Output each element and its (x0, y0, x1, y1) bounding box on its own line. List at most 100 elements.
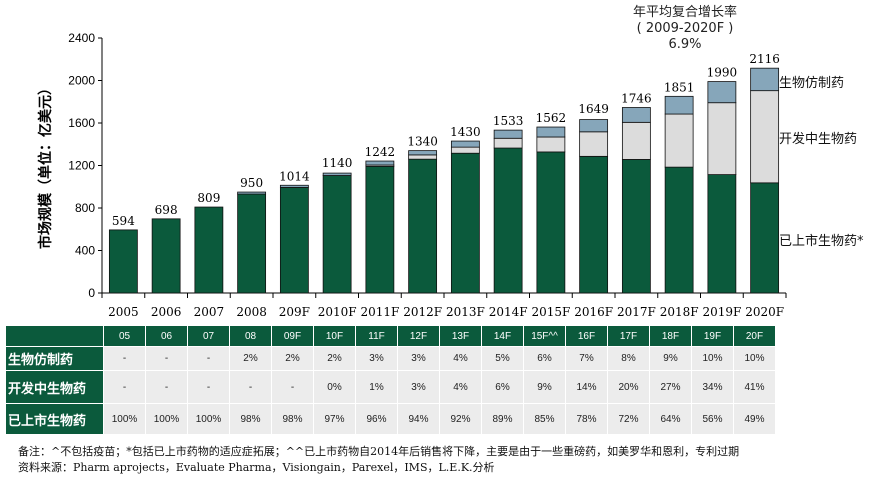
x-tick-label: 2005 (108, 305, 139, 319)
bar-segment-0 (237, 193, 267, 294)
x-tick-label: 2019F (702, 305, 741, 319)
header-cell: 17F (607, 325, 650, 347)
table-cell: 6% (523, 346, 566, 371)
header-cell: 20F (733, 325, 776, 347)
row-label: 已上市生物药 (5, 403, 104, 435)
x-tick-label: 2010F (318, 305, 357, 319)
x-tick-label: 2008 (236, 305, 267, 319)
table-cell: 2% (271, 346, 314, 371)
bar-segment-2 (664, 95, 694, 115)
table-cell: 1% (355, 370, 398, 404)
table-cell: - (187, 370, 230, 404)
table-cell: 49% (733, 403, 776, 435)
table-cell: 3% (355, 346, 398, 371)
share-table: 05 06 07 08 09F 10F 11F 12F 13F 14F 15F^^ 16F 17F 18F… (5, 325, 776, 435)
bar-segment-2 (750, 67, 780, 92)
table-cell: 2% (229, 346, 272, 371)
header-cell: 08 (229, 325, 272, 347)
y-tick-label: 0 (88, 286, 95, 300)
bar-segment-0 (493, 147, 523, 294)
table-cell: 89% (481, 403, 524, 435)
y-tick-label: 1200 (68, 159, 95, 173)
y-tick-label: 2400 (68, 31, 95, 45)
bar-segment-0 (536, 151, 566, 294)
bar-segment-0 (408, 158, 438, 294)
bar-segment-0 (750, 182, 780, 294)
header-cell: 05 (103, 325, 146, 347)
total-label: 1990 (707, 66, 738, 80)
table-cell: 100% (103, 403, 146, 435)
header-cell: 07 (187, 325, 230, 347)
table-cell: 9% (649, 346, 692, 371)
header-blank (5, 325, 104, 347)
table-cell: 5% (481, 346, 524, 371)
header-cell: 12F (397, 325, 440, 347)
bar-segment-1 (493, 137, 523, 149)
total-label: 809 (197, 191, 220, 205)
cagr-period: ( 2009-2020F ) (636, 21, 734, 36)
y-axis-label: 市场规模（单位：亿美元） (37, 81, 54, 249)
table-cell: 97% (313, 403, 356, 435)
table-cell: 98% (229, 403, 272, 435)
table-cell: 20% (607, 370, 650, 404)
x-tick-label: 209F (279, 305, 310, 319)
row-label: 生物仿制药 (5, 346, 104, 371)
legend-pipeline: 开发中生物药 (779, 132, 858, 147)
header-cell: 13F (439, 325, 482, 347)
cagr-value: 6.9% (668, 37, 702, 52)
x-tick-label: 2017F (617, 305, 656, 319)
bar-segment-0 (621, 159, 651, 294)
table-cell: - (103, 370, 146, 404)
total-label: 1649 (578, 102, 609, 116)
table-cell: 2% (313, 346, 356, 371)
y-tick-label: 1600 (68, 116, 95, 130)
bar-segment-2 (493, 129, 523, 139)
total-label: 1746 (621, 91, 652, 105)
bar-segment-0 (151, 218, 181, 294)
table-cell: - (271, 370, 314, 404)
bar-segment-2 (621, 107, 651, 123)
bar-segment-1 (450, 146, 480, 154)
bar-segment-0 (279, 187, 309, 294)
total-label: 1430 (450, 125, 481, 139)
x-tick-label: 2020F (745, 305, 784, 319)
source-note: 资料来源：Pharm aprojects，Evaluate Pharma，Vis… (18, 461, 495, 474)
footnote: 备注：^不包括疫苗；*包括已上市药物的适应症拓展；^^已上市药物自2014年后销… (18, 445, 740, 458)
table-row: 已上市生物药 100% 100% 100% 98% 98% 97% 96% 94% 92% 89% 8… (5, 403, 776, 435)
table-cell: 96% (355, 403, 398, 435)
y-tick-label: 400 (75, 244, 95, 258)
table-cell: 41% (733, 370, 776, 404)
bar-segment-2 (408, 150, 438, 156)
table-row: 生物仿制药 - - -2% 2% 2% 3% 3% 4% 5% 6% 7% 8% 9% 10% 10% (5, 346, 776, 371)
bar-segment-1 (750, 90, 780, 184)
table-cell: 6% (481, 370, 524, 404)
table-row: 开发中生物药 - - - - -0% 1% 3% 4% 6% 9% 14% 20% 27% 34% 41% (5, 370, 776, 404)
table-cell: 27% (649, 370, 692, 404)
header-cell: 14F (481, 325, 524, 347)
table-cell: 9% (523, 370, 566, 404)
table-cell: 4% (439, 346, 482, 371)
total-label: 950 (240, 176, 263, 190)
header-cell: 15F^^ (523, 325, 566, 347)
bar-segment-0 (194, 206, 224, 294)
header-cell: 18F (649, 325, 692, 347)
bar-segment-1 (707, 102, 737, 175)
table-cell: 10% (733, 346, 776, 371)
x-tick-label: 2006 (151, 305, 182, 319)
stacked-bar-chart: 0 400 800 1200 1600 2000 2400 市场规模（单位：亿美元） 594 20… (37, 31, 787, 319)
table-cell: - (145, 370, 188, 404)
bar-segment-1 (536, 136, 566, 153)
y-tick-label: 800 (75, 201, 95, 215)
table-cell: 34% (691, 370, 734, 404)
x-tick-label: 2016F (574, 305, 613, 319)
x-tick-label: 2012F (403, 305, 442, 319)
x-tick-label: 2015F (531, 305, 570, 319)
table-cell: 100% (145, 403, 188, 435)
bar-segment-2 (450, 140, 480, 148)
table-cell: 85% (523, 403, 566, 435)
table-cell: 98% (271, 403, 314, 435)
bar-segment-2 (536, 126, 566, 138)
bar-segment-0 (450, 152, 480, 294)
table-cell: - (229, 370, 272, 404)
total-label: 698 (155, 203, 178, 217)
